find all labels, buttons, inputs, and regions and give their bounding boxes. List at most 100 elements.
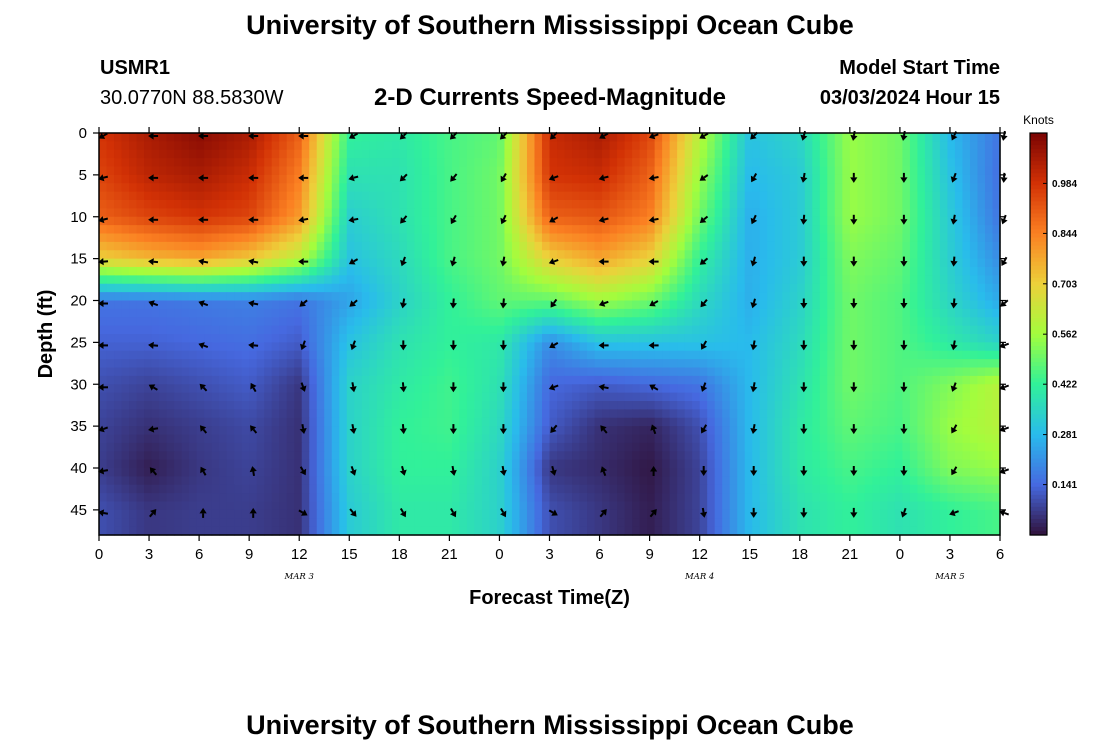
heatmap-cell bbox=[947, 401, 956, 410]
heatmap-cell bbox=[759, 451, 768, 461]
heatmap-cell bbox=[361, 442, 370, 452]
heatmap-cell bbox=[977, 149, 986, 159]
heatmap-cell bbox=[436, 409, 445, 419]
heatmap-cell bbox=[159, 174, 168, 184]
heatmap-cell bbox=[331, 417, 340, 427]
heatmap-cell bbox=[204, 392, 213, 402]
heatmap-cell bbox=[572, 434, 581, 444]
heatmap-cell bbox=[737, 216, 746, 226]
heatmap-cell bbox=[466, 166, 476, 176]
heatmap-cell bbox=[819, 216, 828, 226]
heatmap-cell bbox=[339, 250, 348, 260]
heatmap-cell bbox=[722, 200, 731, 209]
heatmap-cell bbox=[872, 174, 881, 184]
heatmap-cell bbox=[481, 334, 491, 343]
heatmap-cell bbox=[369, 267, 378, 276]
heatmap-cell bbox=[144, 208, 153, 218]
heatmap-cell bbox=[954, 401, 964, 410]
heatmap-cell bbox=[609, 141, 618, 151]
heatmap-cell bbox=[159, 250, 168, 260]
heatmap-cell bbox=[294, 409, 303, 419]
heatmap-cell bbox=[624, 375, 633, 385]
heatmap-cell bbox=[489, 384, 498, 394]
heatmap-cell bbox=[602, 434, 611, 444]
heatmap-cell bbox=[136, 225, 145, 235]
heatmap-cell bbox=[572, 442, 581, 452]
heatmap-cell bbox=[564, 308, 573, 318]
heatmap-cell bbox=[767, 275, 776, 285]
heatmap-cell bbox=[677, 166, 686, 176]
heatmap-cell bbox=[729, 241, 738, 251]
heatmap-cell bbox=[924, 141, 934, 151]
heatmap-cell bbox=[864, 334, 873, 343]
heatmap-cell bbox=[369, 468, 378, 477]
heatmap-cell bbox=[617, 158, 626, 168]
heatmap-cell bbox=[572, 141, 581, 151]
heatmap-cell bbox=[121, 200, 130, 209]
heatmap-cell bbox=[309, 174, 318, 184]
heatmap-cell bbox=[587, 451, 596, 461]
heatmap-cell bbox=[602, 417, 611, 427]
heatmap-cell bbox=[121, 174, 130, 184]
heatmap-cell bbox=[917, 468, 926, 477]
heatmap-cell bbox=[226, 267, 235, 276]
heatmap-cell bbox=[241, 216, 250, 226]
heatmap-cell bbox=[279, 233, 288, 243]
heatmap-cell bbox=[684, 258, 693, 268]
heatmap-cell bbox=[977, 459, 986, 469]
heatmap-cell bbox=[189, 442, 198, 452]
heatmap-cell bbox=[549, 183, 558, 193]
heatmap-cell bbox=[909, 133, 919, 142]
heatmap-cell bbox=[519, 359, 528, 369]
heatmap-cell bbox=[662, 426, 671, 436]
heatmap-cell bbox=[144, 250, 153, 260]
heatmap-cell bbox=[684, 384, 693, 394]
heatmap-cell bbox=[954, 442, 964, 452]
heatmap-cell bbox=[174, 191, 183, 201]
heatmap-cell bbox=[977, 133, 986, 142]
heatmap-cell bbox=[632, 317, 641, 327]
heatmap-cell bbox=[414, 459, 423, 469]
heatmap-cell bbox=[797, 141, 806, 151]
heatmap-cell bbox=[834, 183, 843, 193]
heatmap-cell bbox=[376, 216, 385, 226]
heatmap-cell bbox=[782, 283, 791, 293]
heatmap-cell bbox=[609, 350, 618, 360]
heatmap-cell bbox=[324, 225, 333, 235]
heatmap-cell bbox=[812, 392, 821, 402]
heatmap-cell bbox=[639, 401, 648, 410]
heatmap-cell bbox=[429, 258, 438, 268]
heatmap-cell bbox=[511, 216, 521, 226]
heatmap-cell bbox=[234, 225, 243, 235]
heatmap-cell bbox=[932, 174, 941, 184]
heatmap-cell bbox=[436, 359, 445, 369]
heatmap-cell bbox=[151, 233, 160, 243]
heatmap-cell bbox=[609, 258, 618, 268]
heatmap-cell bbox=[369, 141, 378, 151]
heatmap-cell bbox=[339, 434, 348, 444]
heatmap-cell bbox=[249, 233, 258, 243]
heatmap-cell bbox=[609, 384, 618, 394]
heatmap-cell bbox=[909, 216, 919, 226]
heatmap-cell bbox=[804, 225, 813, 235]
heatmap-cell bbox=[984, 158, 994, 168]
heatmap-cell bbox=[714, 292, 723, 302]
heatmap-cell bbox=[669, 225, 678, 235]
heatmap-cell bbox=[917, 267, 926, 276]
heatmap-cell bbox=[909, 166, 919, 176]
heatmap-cell bbox=[647, 442, 656, 452]
heatmap-cell bbox=[587, 459, 596, 469]
heatmap-cell bbox=[361, 225, 370, 235]
heatmap-cell bbox=[954, 384, 964, 394]
heatmap-cell bbox=[99, 367, 108, 377]
heatmap-cell bbox=[174, 392, 183, 402]
heatmap-cell bbox=[894, 275, 903, 285]
heatmap-cell bbox=[414, 334, 423, 343]
heatmap-cell bbox=[339, 158, 348, 168]
heatmap-cell bbox=[902, 200, 911, 209]
heatmap-cell bbox=[414, 434, 423, 444]
heatmap-cell bbox=[609, 191, 618, 201]
heatmap-cell bbox=[789, 308, 798, 318]
heatmap-cell bbox=[331, 166, 340, 176]
heatmap-cell bbox=[256, 442, 265, 452]
